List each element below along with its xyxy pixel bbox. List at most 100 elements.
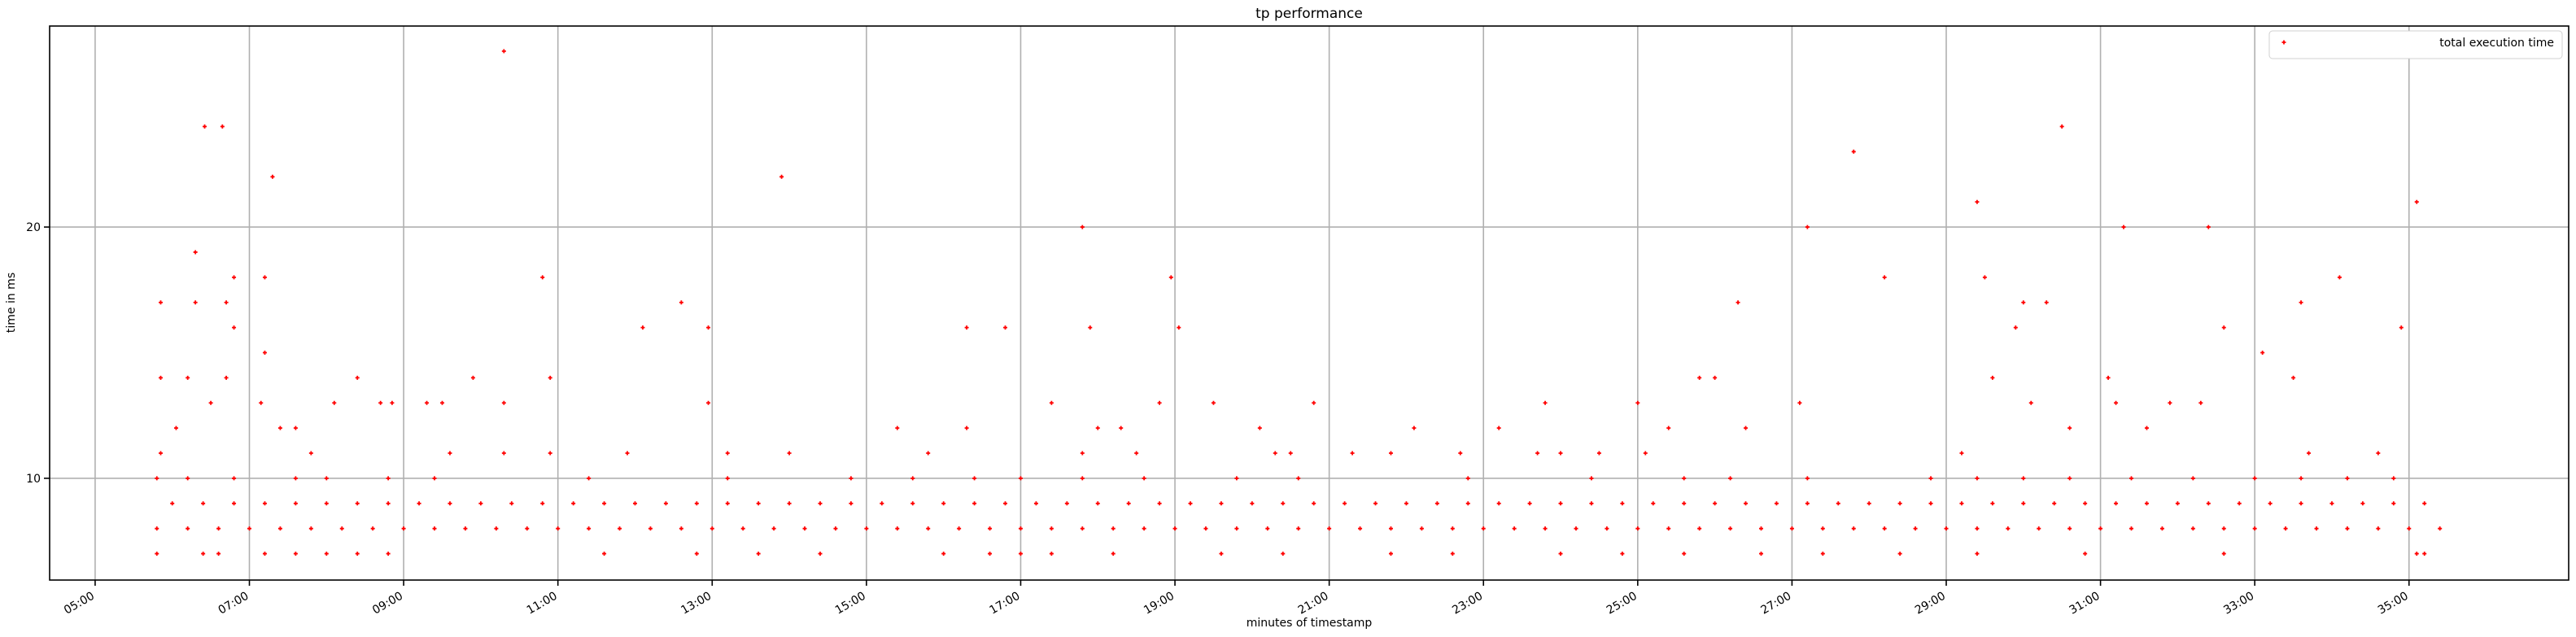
point [1095, 501, 1100, 506]
point [2013, 325, 2018, 330]
point [1388, 451, 1393, 456]
point [2083, 552, 2088, 556]
point [540, 501, 545, 506]
point [155, 526, 159, 531]
point [1095, 425, 1100, 430]
point [2221, 526, 2226, 531]
point [1897, 501, 1902, 506]
point [1142, 476, 1146, 481]
point [1033, 501, 1038, 506]
point [1975, 476, 1980, 481]
point [1820, 552, 1825, 556]
point [663, 501, 668, 506]
point [1728, 476, 1733, 481]
point [1975, 199, 1980, 204]
point [220, 124, 225, 129]
point [2299, 501, 2303, 506]
point [2021, 300, 2026, 305]
point [2144, 501, 2149, 506]
point [1805, 225, 1810, 229]
point [155, 476, 159, 481]
point [293, 425, 298, 430]
point [1172, 526, 1177, 531]
point [1543, 400, 1548, 405]
point [1296, 476, 1301, 481]
point [725, 476, 730, 481]
point [2106, 375, 2111, 380]
point [864, 526, 869, 531]
point [417, 501, 421, 506]
point [1281, 552, 1286, 556]
point [232, 275, 237, 280]
point [1257, 425, 1262, 430]
point [1990, 501, 1995, 506]
point [1527, 501, 1532, 506]
point [548, 451, 552, 456]
point [1312, 501, 1316, 506]
point [259, 400, 264, 405]
point [640, 325, 645, 330]
point [787, 451, 792, 456]
point [2314, 526, 2319, 531]
point [2299, 300, 2303, 305]
point [1759, 526, 1763, 531]
point [1211, 400, 1216, 405]
legend-box [2268, 30, 2563, 59]
point [1465, 501, 1470, 506]
point [926, 526, 931, 531]
point [1882, 526, 1887, 531]
point [448, 501, 452, 506]
point [1080, 476, 1085, 481]
point [1574, 526, 1578, 531]
point [1049, 552, 1054, 556]
point [2307, 451, 2312, 456]
point [1288, 451, 1293, 456]
point [1975, 552, 1980, 556]
point [2198, 400, 2203, 405]
point [1882, 275, 1887, 280]
point [2360, 501, 2365, 506]
point [432, 526, 437, 531]
point [556, 526, 561, 531]
point [293, 501, 298, 506]
point [208, 400, 213, 405]
point [1080, 451, 1085, 456]
point [1774, 501, 1779, 506]
point [324, 501, 329, 506]
point [2283, 526, 2288, 531]
point [2414, 199, 2419, 204]
point [2337, 275, 2342, 280]
point [771, 526, 776, 531]
point [1959, 501, 1964, 506]
point [1635, 400, 1640, 405]
legend-label: total execution time [2439, 37, 2554, 50]
point [833, 526, 838, 531]
point [355, 501, 360, 506]
point [1496, 501, 1501, 506]
point [2438, 526, 2443, 531]
point [1744, 425, 1749, 430]
point [501, 49, 506, 54]
point [1928, 501, 1933, 506]
point [1481, 526, 1486, 531]
point [1913, 526, 1918, 531]
legend-marker [2281, 40, 2286, 45]
point [1388, 552, 1393, 556]
point [386, 476, 391, 481]
point [2129, 526, 2134, 531]
point [2144, 425, 2149, 430]
point [571, 501, 576, 506]
point [2190, 526, 2195, 531]
point [957, 526, 962, 531]
point [293, 476, 298, 481]
point [1273, 451, 1277, 456]
point [247, 526, 252, 531]
point [1744, 501, 1749, 506]
point [725, 451, 730, 456]
point [1713, 375, 1718, 380]
point [2291, 375, 2296, 380]
point [1450, 526, 1455, 531]
point [509, 501, 514, 506]
point [618, 526, 622, 531]
